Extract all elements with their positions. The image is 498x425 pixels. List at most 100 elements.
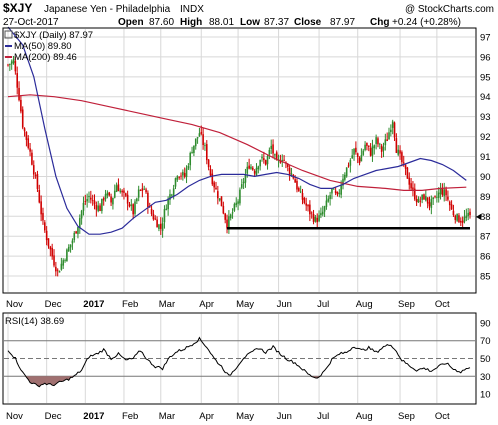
- candle-body: [132, 204, 134, 215]
- candle-body: [189, 153, 192, 166]
- candle-body: [285, 162, 287, 163]
- high-value: 88.01: [209, 17, 234, 28]
- candle-body: [16, 73, 19, 88]
- candle-body: [224, 213, 226, 220]
- candle-body: [419, 200, 422, 202]
- candle-body: [375, 137, 377, 144]
- candle-body: [182, 171, 184, 176]
- candle-body: [34, 175, 37, 177]
- candle-body: [12, 59, 15, 64]
- candle-body: [228, 216, 230, 230]
- candle-body: [23, 128, 26, 132]
- rsi-x-tick-label: Jul: [317, 411, 329, 422]
- rsi-legend-label: RSI(14) 38.69: [5, 316, 64, 327]
- candle-body: [130, 204, 133, 206]
- candle-body: [163, 209, 166, 223]
- candle-body: [298, 188, 300, 191]
- candle-body: [25, 131, 28, 140]
- candle-body: [200, 132, 203, 134]
- candle-body: [226, 219, 228, 229]
- symbol-title: $XJY: [3, 1, 32, 15]
- rsi-x-tick-label: Sep: [398, 411, 415, 422]
- candle-body: [338, 192, 341, 194]
- candle-body: [263, 158, 265, 160]
- candle-body: [340, 185, 342, 195]
- candle-body: [266, 155, 269, 165]
- candle-body: [58, 271, 61, 273]
- candle-body: [158, 224, 160, 230]
- candle-body: [279, 160, 282, 163]
- candle-body: [332, 188, 335, 190]
- candle-body: [196, 137, 199, 139]
- rsi-grid: [4, 314, 475, 403]
- rsi-x-tick-label: Apr: [199, 411, 214, 422]
- price-grid: [4, 29, 475, 292]
- candle-body: [108, 192, 111, 196]
- price-y-tick-label: 89: [480, 192, 491, 203]
- candle-body: [150, 208, 153, 214]
- ma50-legend-label: MA(50) 89.80: [14, 41, 72, 52]
- candle-body: [198, 133, 201, 137]
- price-x-tick-label: Sep: [398, 299, 415, 310]
- candle-body: [458, 215, 460, 223]
- rsi-oversold-fill: [8, 376, 470, 387]
- candle-body: [272, 144, 274, 154]
- candle-body: [393, 122, 396, 138]
- price-panel-frame: [2, 27, 477, 294]
- candle-body: [165, 208, 168, 210]
- candle-body: [323, 206, 326, 212]
- candle-body: [106, 192, 109, 196]
- candle-body: [299, 191, 302, 193]
- candle-body: [288, 167, 291, 175]
- candle-body: [259, 160, 261, 167]
- candle-body: [40, 201, 42, 215]
- price-x-tick-label: Jul: [317, 299, 329, 310]
- candle-body: [369, 147, 372, 156]
- candle-body: [356, 153, 359, 157]
- candle-body: [80, 210, 83, 219]
- rsi-x-tick-label: May: [236, 411, 254, 422]
- candle-body: [237, 201, 239, 204]
- candle-body: [38, 189, 41, 203]
- close-label: Close: [294, 17, 322, 28]
- candle-body: [388, 132, 390, 140]
- price-x-tick-label: Aug: [356, 299, 373, 310]
- candle-body: [60, 263, 63, 270]
- candle-body: [45, 230, 48, 241]
- candle-body: [246, 166, 249, 174]
- candle-body: [283, 159, 285, 161]
- candle-body: [239, 189, 241, 204]
- candle-body: [193, 145, 195, 153]
- candle-body: [49, 246, 52, 250]
- candle-body: [310, 212, 313, 214]
- candle-body: [231, 212, 234, 214]
- candle-body: [56, 269, 59, 271]
- candle-body: [147, 192, 149, 208]
- candle-body: [10, 61, 13, 65]
- watermark: @ StockCharts.com: [405, 4, 494, 15]
- candle-body: [347, 165, 350, 167]
- candle-body: [185, 168, 188, 178]
- price-x-tick-label: Nov: [6, 299, 23, 310]
- price-x-tick-label: Oct: [435, 299, 450, 310]
- candle-body: [191, 152, 193, 154]
- candle-body: [362, 150, 365, 155]
- candle-body: [104, 194, 107, 199]
- candle-body: [205, 144, 208, 161]
- candle-body: [123, 190, 125, 193]
- price-x-labels: Nov Dec 2017 Feb Mar Apr May Jun Jul Aug Sep Oct: [6, 299, 450, 310]
- candle-body: [134, 201, 136, 214]
- candle-body: [141, 188, 144, 191]
- candle-body: [73, 232, 76, 241]
- price-y-tick-label: 88: [480, 212, 491, 223]
- candle-body: [152, 213, 155, 220]
- candle-body: [366, 143, 368, 146]
- candle-body: [386, 139, 388, 141]
- candle-body: [229, 214, 232, 219]
- candle-body: [318, 215, 320, 222]
- candle-body: [187, 166, 190, 169]
- candle-body: [412, 187, 414, 190]
- candle-body: [126, 194, 129, 204]
- candle-body: [66, 249, 68, 262]
- candle-body: [217, 191, 219, 199]
